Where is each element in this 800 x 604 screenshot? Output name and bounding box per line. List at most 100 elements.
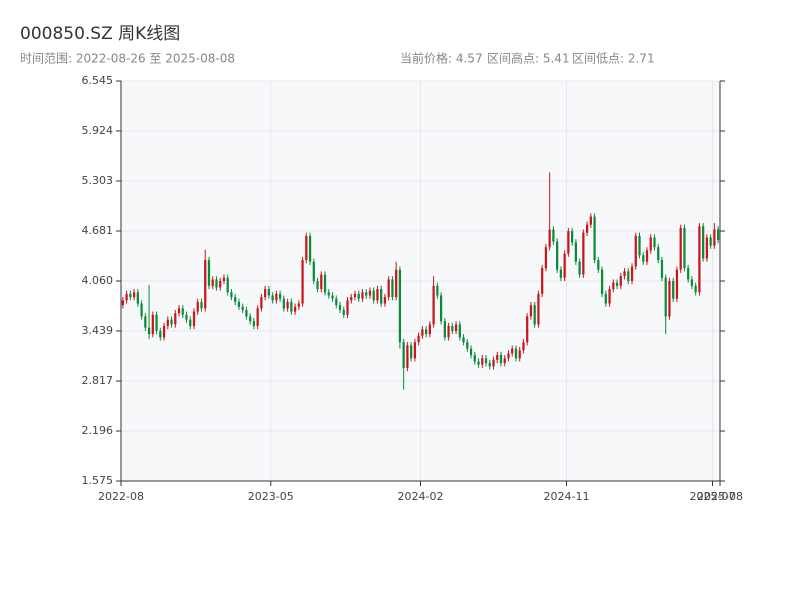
candle-body: [421, 329, 424, 336]
candle-body: [357, 293, 360, 299]
candle-body: [368, 290, 372, 296]
candle-body: [424, 329, 428, 335]
y-tick-label: 2.196: [82, 424, 114, 437]
candle-body: [612, 282, 615, 290]
candle-body: [604, 293, 607, 304]
candle-body: [245, 309, 248, 317]
candle-body: [342, 309, 345, 315]
x-tick-label: 2022-08: [98, 490, 144, 503]
candle-body: [219, 281, 222, 288]
candle-body: [192, 311, 196, 327]
candle-body: [230, 292, 233, 298]
candle-body: [511, 348, 514, 354]
candle-body: [623, 271, 626, 277]
candle-body: [559, 269, 563, 278]
candle-body: [683, 227, 686, 269]
candle-body: [597, 260, 600, 270]
candle-body: [713, 229, 716, 246]
candle-body: [226, 277, 229, 293]
candle-body: [458, 324, 461, 338]
candle-body: [308, 235, 312, 262]
candle-body: [271, 295, 274, 301]
candle-body: [529, 305, 533, 317]
candle-body: [211, 279, 214, 286]
candle-body: [653, 237, 656, 248]
candle-body: [630, 266, 634, 281]
candle-body: [638, 235, 641, 256]
candle-body: [436, 285, 439, 296]
candle-body: [488, 363, 491, 367]
subtitle: 时间范围: 2022-08-26 至 2025-08-08: [20, 52, 235, 66]
candle-body: [252, 321, 256, 327]
candle-body: [544, 247, 548, 269]
candle-body: [533, 305, 536, 325]
candle-body: [185, 314, 188, 320]
x-tick-label: 2023-05: [248, 490, 294, 503]
x-tick-label: 2024-11: [544, 490, 590, 503]
candle-body: [496, 355, 499, 360]
chart-title: 000850.SZ 周K线图: [20, 24, 180, 44]
candle-body: [256, 308, 259, 327]
y-tick-label: 2.817: [82, 374, 114, 387]
candle-body: [645, 250, 649, 262]
candle-body: [608, 289, 611, 304]
candle-body: [492, 359, 495, 367]
candle-body: [204, 260, 207, 309]
candle-body: [668, 281, 671, 317]
candle-body: [589, 216, 592, 225]
candle-body: [593, 216, 596, 261]
candle-body: [353, 293, 357, 298]
candle-body: [312, 261, 315, 281]
candle-body: [518, 350, 521, 359]
candle-body: [466, 342, 469, 349]
candle-body: [619, 276, 622, 286]
candle-body: [679, 227, 682, 270]
candle-body: [499, 355, 503, 364]
candle-body: [286, 301, 289, 309]
candle-body: [181, 308, 184, 315]
candle-body: [121, 300, 124, 306]
candle-body: [410, 345, 413, 359]
candle-body: [320, 274, 323, 290]
candle-body: [327, 292, 330, 296]
candle-body: [293, 306, 297, 312]
candle-body: [417, 335, 420, 343]
candle-body: [556, 241, 559, 270]
candle-body: [290, 301, 293, 312]
candle-body: [391, 279, 394, 298]
candle-body: [507, 353, 510, 359]
candle-body: [200, 301, 203, 309]
candle-body: [406, 345, 409, 368]
candle-body: [705, 237, 709, 259]
candle-body: [672, 281, 675, 299]
candle-body: [125, 293, 128, 301]
candle-body: [177, 308, 181, 314]
candle-body: [234, 297, 237, 302]
candle-body: [398, 269, 402, 343]
candle-body: [675, 269, 679, 299]
candle-body: [582, 232, 585, 275]
candle-body: [585, 224, 589, 233]
candle-body: [432, 285, 435, 325]
candle-body: [383, 297, 387, 304]
candle-body: [578, 261, 581, 275]
candle-body: [615, 282, 619, 286]
candle-body: [642, 255, 645, 262]
candle-body: [694, 285, 697, 293]
candle-body: [664, 277, 667, 317]
candle-body: [162, 326, 166, 338]
y-tick-label: 5.924: [82, 124, 114, 137]
candle-body: [600, 269, 604, 294]
candle-body: [567, 231, 570, 254]
candle-body: [316, 281, 319, 290]
candle-body: [462, 337, 465, 343]
stat: 区间低点: 2.71: [572, 52, 655, 66]
candle-body: [249, 316, 252, 322]
candle-body: [264, 289, 267, 298]
candle-body: [365, 292, 368, 296]
candle-body: [451, 326, 454, 331]
candle-body: [428, 324, 431, 335]
candle-body: [690, 279, 694, 286]
candle-body: [413, 342, 417, 359]
candle-body: [241, 306, 244, 310]
